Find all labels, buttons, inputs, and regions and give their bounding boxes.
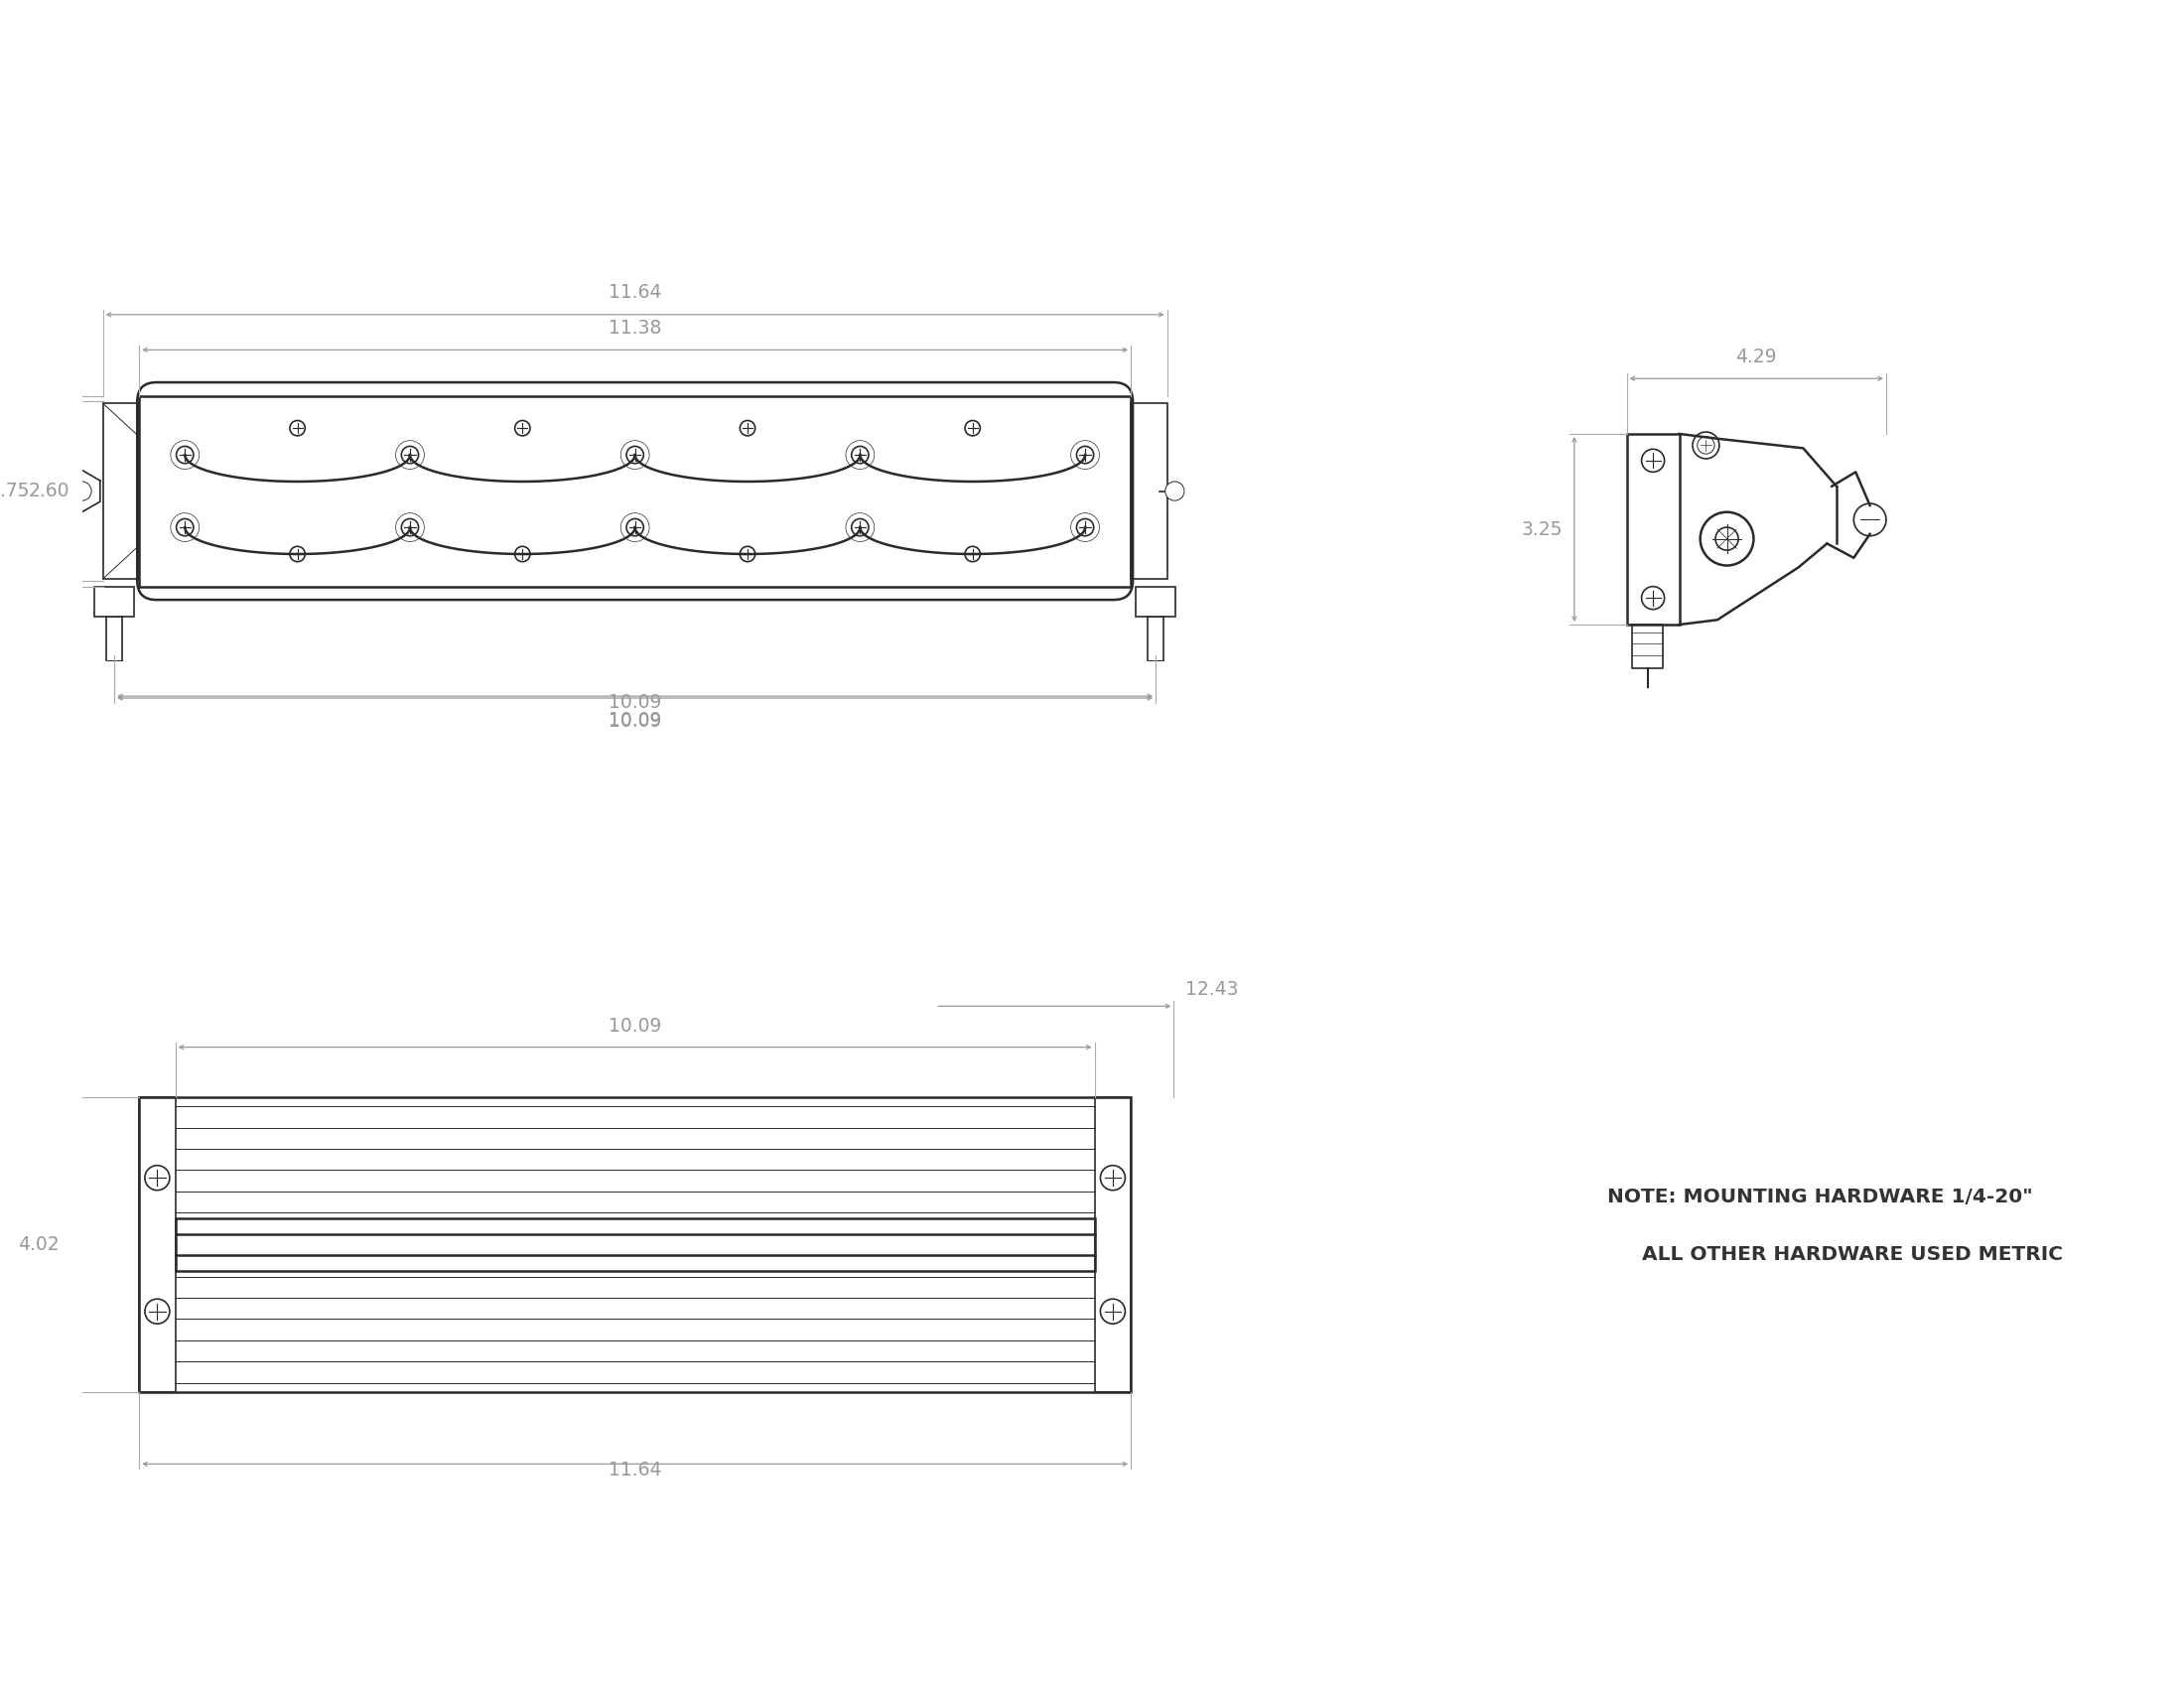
Text: 2.60: 2.60 [28,481,70,501]
Text: 3.25: 3.25 [1522,520,1564,538]
Circle shape [1166,481,1184,501]
Text: 11.64: 11.64 [609,1460,662,1479]
Text: 10.09: 10.09 [609,694,662,712]
Text: 4.29: 4.29 [1736,348,1778,366]
Text: 10.09: 10.09 [609,712,662,731]
Polygon shape [63,469,100,511]
Text: NOTE: MOUNTING HARDWARE 1/4-20": NOTE: MOUNTING HARDWARE 1/4-20" [1607,1187,2033,1207]
Text: 10.09: 10.09 [609,1016,662,1036]
Text: 4.02: 4.02 [17,1236,59,1254]
Text: 10.09: 10.09 [609,711,662,731]
Text: 11.64: 11.64 [609,284,662,302]
Text: 2.75: 2.75 [0,481,28,501]
Text: 12.43: 12.43 [1186,979,1238,999]
Text: ALL OTHER HARDWARE USED METRIC: ALL OTHER HARDWARE USED METRIC [1607,1244,2064,1264]
Text: 11.38: 11.38 [609,319,662,338]
